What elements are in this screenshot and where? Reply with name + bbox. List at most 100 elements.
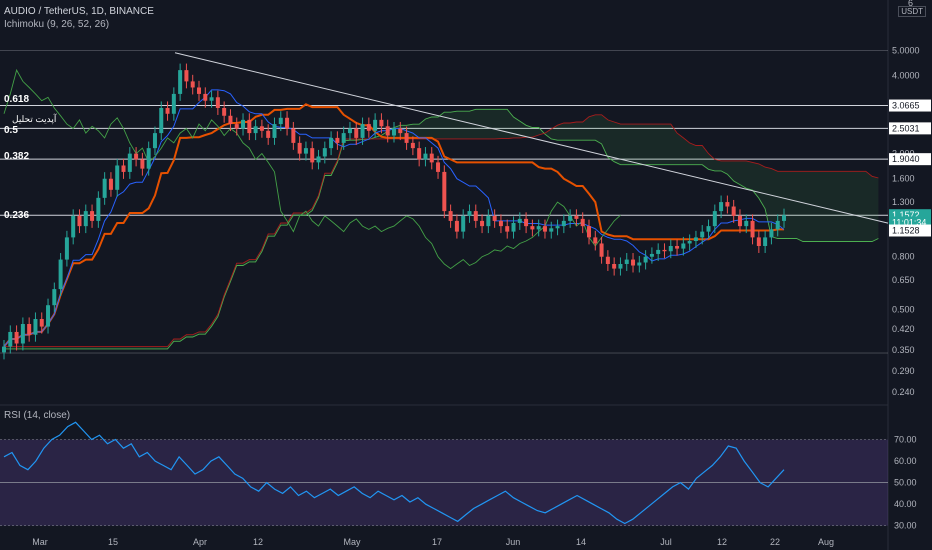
candle-body <box>303 148 308 154</box>
candle-body <box>310 148 315 163</box>
candle-body <box>649 253 654 257</box>
fib-label-0618: 0.618 <box>4 94 30 105</box>
candle-body <box>398 128 403 134</box>
candle-body <box>2 346 6 353</box>
candle-body <box>64 237 69 260</box>
candle-body <box>763 237 768 247</box>
candle-body <box>272 124 277 138</box>
time-tick-label: May <box>343 537 361 547</box>
candle-body <box>524 218 529 227</box>
candle-body <box>731 206 736 216</box>
rsi-indicator-label[interactable]: RSI (14, close) <box>4 410 71 421</box>
candle-body <box>335 137 340 143</box>
candle-body <box>360 124 365 138</box>
price-tick-label: 0.290 <box>892 366 915 376</box>
candle-body <box>429 153 434 163</box>
candle-body <box>209 97 214 101</box>
price-tick-label: 0.420 <box>892 324 915 334</box>
candle-body <box>668 246 673 252</box>
candle-body <box>725 202 730 207</box>
rsi-tick-label: 50.00 <box>894 478 917 488</box>
candle-body <box>14 331 19 344</box>
rsi-tick-label: 30.00 <box>894 521 917 531</box>
candle-body <box>436 162 441 172</box>
time-tick-label: 12 <box>717 537 727 547</box>
candle-body <box>222 107 227 116</box>
candle-body <box>39 319 44 327</box>
candle-body <box>83 211 88 227</box>
price-tick-label: 1.600 <box>892 174 915 184</box>
candle-body <box>461 215 466 232</box>
candle-body <box>58 259 63 290</box>
candle-body <box>706 226 711 232</box>
candle-body <box>480 220 485 227</box>
candle-body <box>171 93 176 114</box>
price-tag-bg <box>889 122 931 135</box>
candle-body <box>486 215 491 227</box>
candle-body <box>392 128 396 136</box>
currency-badge[interactable]: USDT <box>898 6 926 17</box>
candle-body <box>498 220 503 227</box>
time-tick-label: 14 <box>576 537 586 547</box>
candle-body <box>215 97 220 108</box>
candle-body <box>379 119 384 127</box>
price-tag: 2.5031 <box>892 123 920 133</box>
fib-label-0382: 0.382 <box>4 151 30 162</box>
candle-body <box>750 220 755 238</box>
candle-body <box>687 241 692 244</box>
candle-body <box>618 263 623 269</box>
candle-body <box>656 249 661 254</box>
currency-top-label: 6 <box>908 0 914 8</box>
time-tick-label: Jul <box>660 537 672 547</box>
candle-body <box>266 130 271 138</box>
candle-body <box>593 237 598 244</box>
price-tick-label: 0.650 <box>892 275 915 285</box>
candle-body <box>341 133 346 143</box>
price-tick-label: 4.0000 <box>892 71 920 81</box>
price-tick-label: 0.240 <box>892 387 915 397</box>
price-tag: 1.9040 <box>892 154 920 164</box>
candle-body <box>542 226 547 232</box>
candle-body <box>52 289 57 306</box>
candle-body <box>134 153 139 160</box>
price-tag-bg <box>889 99 931 112</box>
candle-body <box>511 222 516 232</box>
candle-body <box>115 165 120 190</box>
candle-body <box>241 119 246 129</box>
candle-body <box>580 218 585 227</box>
candle-body <box>561 220 566 227</box>
candle-body <box>599 243 604 257</box>
candle-body <box>322 148 327 157</box>
candle-body <box>354 128 359 138</box>
candle-body <box>90 211 95 221</box>
candle-body <box>253 126 258 134</box>
rsi-tick-label: 40.00 <box>894 499 917 509</box>
candle-body <box>555 226 560 229</box>
candle-body <box>127 153 132 172</box>
candle-body <box>530 226 535 230</box>
time-tick-label: 15 <box>108 537 118 547</box>
candle-body <box>693 237 698 242</box>
fib-annotation: آپدیت تحلیل <box>12 114 57 124</box>
time-tick-label: 22 <box>770 537 780 547</box>
candle-body <box>329 137 334 149</box>
candle-body <box>234 124 239 129</box>
price-tick-label: 0.350 <box>892 345 915 355</box>
time-tick-label: 12 <box>253 537 263 547</box>
candle-body <box>347 128 352 134</box>
price-tick-label: 0.800 <box>892 252 915 262</box>
candle-body <box>605 256 610 264</box>
candle-body <box>404 133 409 143</box>
ichimoku-indicator-label[interactable]: Ichimoku (9, 26, 52, 26) <box>4 19 110 30</box>
candle-body <box>410 142 415 149</box>
ichimoku-span-a <box>4 108 879 350</box>
candle-body <box>121 165 126 172</box>
candle-body <box>719 202 724 212</box>
time-tick-label: Aug <box>818 537 834 547</box>
candle-body <box>385 126 390 136</box>
candle-body <box>27 324 32 335</box>
candle-body <box>574 215 579 219</box>
candle-body <box>505 226 510 232</box>
trendline <box>174 52 889 224</box>
